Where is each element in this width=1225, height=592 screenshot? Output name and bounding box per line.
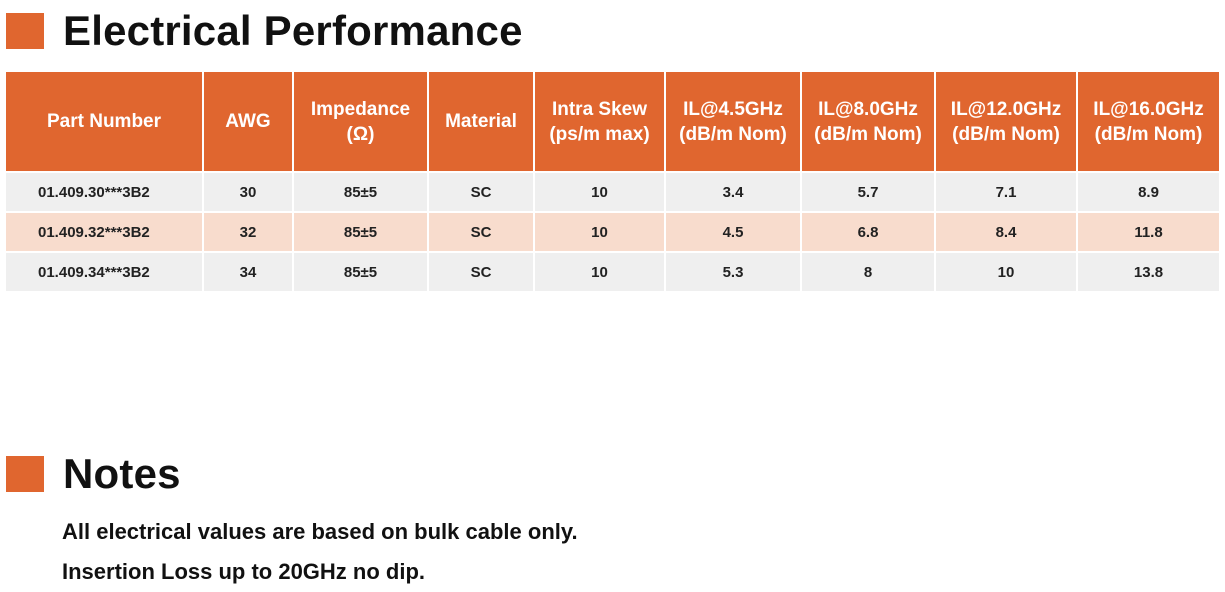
column-header-text: IL@16.0GHz — [1093, 98, 1204, 120]
table-cell: SC — [429, 211, 535, 251]
table-cell: 5.3 — [666, 251, 802, 291]
column-header-text: (ps/m max) — [549, 123, 650, 145]
table-cell: 6.8 — [802, 211, 936, 251]
notes-list: All electrical values are based on bulk … — [62, 512, 578, 592]
table-row: 01.409.30***3B2 30 85±5 SC 10 3.4 5.7 7.1 8.9 — [6, 171, 1219, 211]
part-number-cell: 01.409.30***3B2 — [6, 171, 204, 211]
column-header-text: (dB/m Nom) — [1094, 123, 1203, 145]
table-cell: 32 — [204, 211, 294, 251]
table-cell: 8 — [802, 251, 936, 291]
column-header: IL@8.0GHz (dB/m Nom) — [802, 72, 936, 171]
section-heading-electrical-performance: Electrical Performance — [6, 10, 523, 52]
square-bullet-icon — [6, 13, 44, 49]
column-header-text: IL@8.0GHz — [818, 98, 918, 120]
column-header: Material — [429, 72, 535, 171]
table-cell: 85±5 — [294, 211, 429, 251]
square-bullet-icon — [6, 456, 44, 492]
note-line: All electrical values are based on bulk … — [62, 519, 578, 544]
part-number-cell: 01.409.32***3B2 — [6, 211, 204, 251]
column-header: IL@16.0GHz (dB/m Nom) — [1078, 72, 1219, 171]
table-cell: 10 — [535, 251, 666, 291]
column-header-text: IL@4.5GHz — [683, 98, 783, 120]
table-cell: 4.5 — [666, 211, 802, 251]
table-cell: 8.9 — [1078, 171, 1219, 211]
table-cell: 34 — [204, 251, 294, 291]
part-number-cell: 01.409.34***3B2 — [6, 251, 204, 291]
column-header-text: (dB/m Nom) — [814, 123, 922, 145]
column-header-text: Impedance — [310, 98, 411, 120]
column-header: IL@12.0GHz (dB/m Nom) — [936, 72, 1078, 171]
electrical-performance-table: Part Number AWG Impedance (Ω) Material Intra … — [6, 72, 1219, 291]
table-cell: 10 — [535, 211, 666, 251]
column-header: Part Number — [6, 72, 204, 171]
note-line: Insertion Loss up to 20GHz no dip. — [62, 559, 426, 584]
section-title: Electrical Performance — [63, 7, 523, 54]
table-cell: 7.1 — [936, 171, 1078, 211]
column-header-text: (dB/m Nom) — [952, 123, 1060, 145]
column-header-text: Intra Skew — [551, 98, 648, 120]
table-cell: 10 — [535, 171, 666, 211]
section-heading-notes: Notes — [6, 453, 181, 495]
table-row: 01.409.34***3B2 34 85±5 SC 10 5.3 8 10 13.8 — [6, 251, 1219, 291]
table-cell: 30 — [204, 171, 294, 211]
column-header-text: IL@12.0GHz — [950, 98, 1062, 120]
column-header: AWG — [204, 72, 294, 171]
column-header: Impedance (Ω) — [294, 72, 429, 171]
table-header-row: Part Number AWG Impedance (Ω) Material Intra … — [6, 72, 1219, 171]
table-cell: 10 — [936, 251, 1078, 291]
table-cell: 3.4 — [666, 171, 802, 211]
table-cell: 8.4 — [936, 211, 1078, 251]
column-header-text: Part Number — [46, 111, 162, 132]
table-cell: 85±5 — [294, 251, 429, 291]
table-body: 01.409.30***3B2 30 85±5 SC 10 3.4 5.7 7.1 8.9 01.… — [6, 171, 1219, 291]
column-header-text: (Ω) — [346, 123, 375, 145]
table-cell: 5.7 — [802, 171, 936, 211]
table-cell: 11.8 — [1078, 211, 1219, 251]
table-row: 01.409.32***3B2 32 85±5 SC 10 4.5 6.8 8.4 11.8 — [6, 211, 1219, 251]
table-cell: 85±5 — [294, 171, 429, 211]
column-header-text: Material — [445, 111, 517, 132]
column-header-text: (dB/m Nom) — [679, 123, 787, 145]
table-cell: 13.8 — [1078, 251, 1219, 291]
table-cell: SC — [429, 251, 535, 291]
table-cell: SC — [429, 171, 535, 211]
section-title: Notes — [63, 450, 181, 497]
column-header: IL@4.5GHz (dB/m Nom) — [666, 72, 802, 171]
column-header-text: AWG — [225, 111, 271, 132]
column-header: Intra Skew (ps/m max) — [535, 72, 666, 171]
